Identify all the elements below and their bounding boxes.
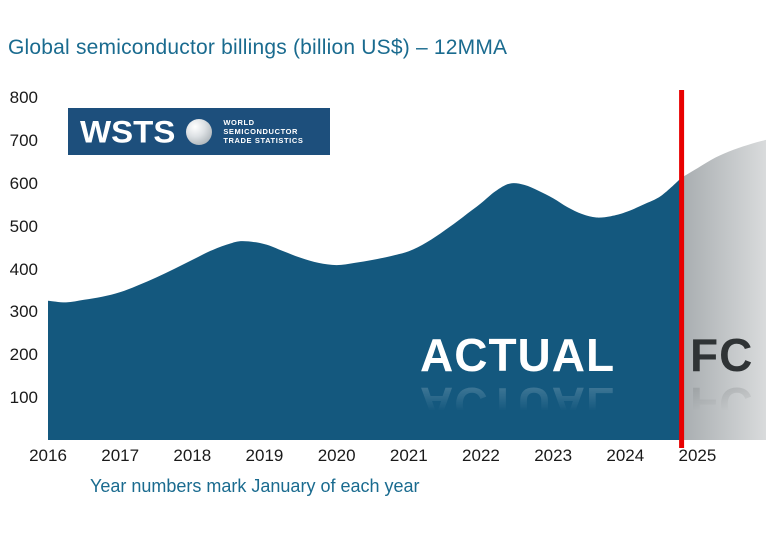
forecast-divider-line [679,90,685,448]
wsts-caption: WORLD SEMICONDUCTOR TRADE STATISTICS [223,118,303,145]
actual-label: ACTUAL [420,329,616,381]
wsts-acronym: WSTS [80,113,176,149]
actual-area [48,177,682,440]
wsts-logo: WSTS WORLD SEMICONDUCTOR TRADE STATISTIC… [68,108,330,155]
chart-title: Global semiconductor billings (billion U… [8,36,508,59]
axis-note: Year numbers mark January of each year [90,476,420,496]
actual-label-reflection: ACTUAL [420,378,616,430]
globe-icon [186,118,213,145]
wsts-caption-line: WORLD [223,118,255,127]
forecast-area [681,139,766,440]
wsts-caption-line: TRADE STATISTICS [223,136,304,145]
fc-label-reflection: FC [690,378,754,430]
fc-label: FC [690,329,754,381]
wsts-caption-line: SEMICONDUCTOR [223,127,299,136]
